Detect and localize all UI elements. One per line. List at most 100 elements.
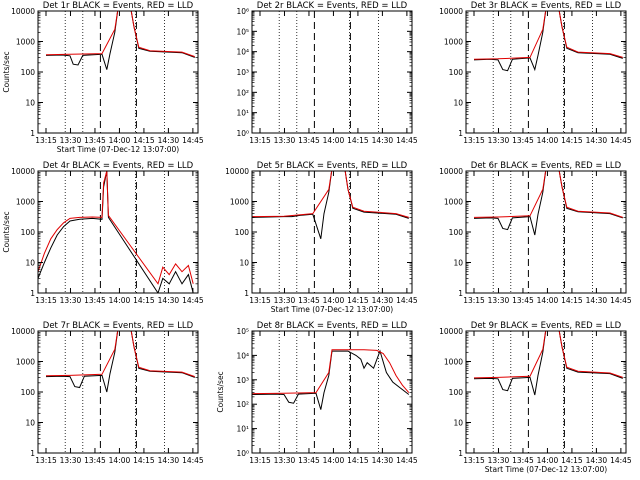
x-tick-label: 13:15 <box>35 296 57 305</box>
x-tick-label: 14:15 <box>347 456 369 465</box>
x-tick-label: 14:15 <box>347 136 369 145</box>
y-tick-label: 10000 <box>439 7 463 16</box>
plot-frame <box>251 330 413 454</box>
y-tick-label: 10⁶ <box>236 7 249 16</box>
x-tick-label: 13:15 <box>249 136 271 145</box>
x-tick-label: 14:15 <box>347 296 369 305</box>
x-tick-label: 13:15 <box>463 136 485 145</box>
x-tick-label: 13:45 <box>512 136 534 145</box>
y-tick-label: 10 <box>239 259 249 268</box>
x-axis-label: Start Time (07-Dec-12 13:07:00) <box>271 305 393 314</box>
y-tick-label: 10000 <box>11 327 35 336</box>
x-axis-label: Start Time (07-Dec-12 13:07:00) <box>57 145 179 154</box>
series-line-2 <box>45 331 195 378</box>
series-line-2 <box>252 171 409 218</box>
x-tick-label: 13:30 <box>274 296 296 305</box>
y-tick-label: 10⁰ <box>236 449 249 458</box>
x-tick-label: 14:30 <box>158 136 180 145</box>
x-tick-label: 13:15 <box>463 456 485 465</box>
x-tick-label: 13:45 <box>84 456 106 465</box>
x-tick-label: 13:45 <box>84 296 106 305</box>
x-tick-label: 14:30 <box>158 296 180 305</box>
y-tick-label: 100 <box>449 388 464 397</box>
y-tick-label: 10000 <box>225 167 249 176</box>
x-tick-label: 13:15 <box>463 296 485 305</box>
series-line-2 <box>45 11 195 58</box>
y-tick-label: 1000 <box>16 198 35 207</box>
x-tick-label: 13:15 <box>249 296 271 305</box>
series-line-1 <box>45 331 195 393</box>
x-tick-label: 14:30 <box>586 136 608 145</box>
plot-frame <box>465 170 627 294</box>
series-line-2 <box>473 171 623 218</box>
x-tick-label: 14:45 <box>610 456 632 465</box>
x-tick-label: 14:15 <box>133 296 155 305</box>
x-tick-label: 14:30 <box>586 456 608 465</box>
y-tick-label: 1000 <box>16 358 35 367</box>
y-tick-label: 1 <box>244 289 249 298</box>
y-tick-label: 1 <box>458 129 463 138</box>
y-tick-label: 10¹ <box>236 425 249 434</box>
series-line-1 <box>45 11 195 70</box>
x-tick-label: 14:00 <box>109 296 131 305</box>
chart-panel-8: Det 8r BLACK = Events, RED = LLD 10⁰ 10¹ 10… <box>216 321 418 465</box>
y-tick-label: 1 <box>30 289 35 298</box>
plot-frame <box>37 330 199 454</box>
series-line-1 <box>252 171 409 239</box>
plot-frame <box>37 10 199 134</box>
plot-frame <box>465 330 627 454</box>
panel-title: Det 6r BLACK = Events, RED = LLD <box>471 161 622 171</box>
y-tick-label: 100 <box>449 68 464 77</box>
x-tick-label: 14:00 <box>109 136 131 145</box>
y-tick-label: 10⁵ <box>236 327 249 336</box>
plot-frame <box>251 170 413 294</box>
x-tick-label: 13:45 <box>512 456 534 465</box>
x-tick-label: 14:00 <box>537 136 559 145</box>
y-tick-label: 10 <box>25 419 35 428</box>
y-tick-label: 10 <box>453 259 463 268</box>
y-axis-label: Counts/sec <box>2 211 11 252</box>
y-tick-label: 10² <box>236 88 249 97</box>
y-tick-label: 10 <box>25 99 35 108</box>
y-tick-label: 10⁴ <box>236 351 249 360</box>
chart-panel-9: Det 9r BLACK = Events, RED = LLD 1 10 100 10… <box>439 321 632 474</box>
x-tick-label: 14:30 <box>372 136 394 145</box>
panel-title: Det 3r BLACK = Events, RED = LLD <box>471 1 622 11</box>
x-tick-label: 13:45 <box>298 136 320 145</box>
x-axis-label: Start Time (07-Dec-12 13:07:00) <box>485 465 607 474</box>
x-tick-label: 14:00 <box>323 136 345 145</box>
x-tick-label: 13:15 <box>35 136 57 145</box>
series-line-1 <box>473 11 623 72</box>
series-line-1 <box>473 171 623 236</box>
panel-title: Det 5r BLACK = Events, RED = LLD <box>257 161 408 171</box>
y-tick-label: 10² <box>236 400 249 409</box>
x-tick-label: 13:30 <box>488 136 510 145</box>
x-tick-label: 13:30 <box>488 456 510 465</box>
panel-title: Det 2r BLACK = Events, RED = LLD <box>257 1 408 11</box>
chart-panel-5: Det 5r BLACK = Events, RED = LLD 1 10 100 10… <box>225 161 418 314</box>
x-tick-label: 13:45 <box>84 136 106 145</box>
series-line-1 <box>252 349 410 410</box>
y-tick-label: 1 <box>458 449 463 458</box>
y-tick-label: 10000 <box>11 7 35 16</box>
y-tick-label: 1000 <box>16 38 35 47</box>
plot-frame <box>251 10 413 134</box>
chart-panel-3: Det 3r BLACK = Events, RED = LLD 1 10 100 10… <box>439 1 632 145</box>
x-tick-label: 14:45 <box>610 296 632 305</box>
panel-title: Det 9r BLACK = Events, RED = LLD <box>471 321 622 331</box>
y-tick-label: 10³ <box>236 376 249 385</box>
chart-panel-2: Det 2r BLACK = Events, RED = LLD 10⁰ 10¹ 10… <box>236 1 417 145</box>
panel-title: Det 4r BLACK = Events, RED = LLD <box>43 161 194 171</box>
x-tick-label: 13:30 <box>60 296 82 305</box>
panel-title: Det 7r BLACK = Events, RED = LLD <box>43 321 194 331</box>
x-tick-label: 14:15 <box>561 296 583 305</box>
chart-panel-4: Det 4r BLACK = Events, RED = LLD 1 10 100 10… <box>2 161 204 305</box>
panel-title: Det 1r BLACK = Events, RED = LLD <box>43 1 194 11</box>
series-line-1 <box>473 331 623 396</box>
y-axis-label: Counts/sec <box>2 51 11 92</box>
y-tick-label: 10 <box>453 99 463 108</box>
x-tick-label: 13:45 <box>298 456 320 465</box>
y-tick-label: 10⁰ <box>236 129 249 138</box>
x-tick-label: 13:30 <box>274 456 296 465</box>
